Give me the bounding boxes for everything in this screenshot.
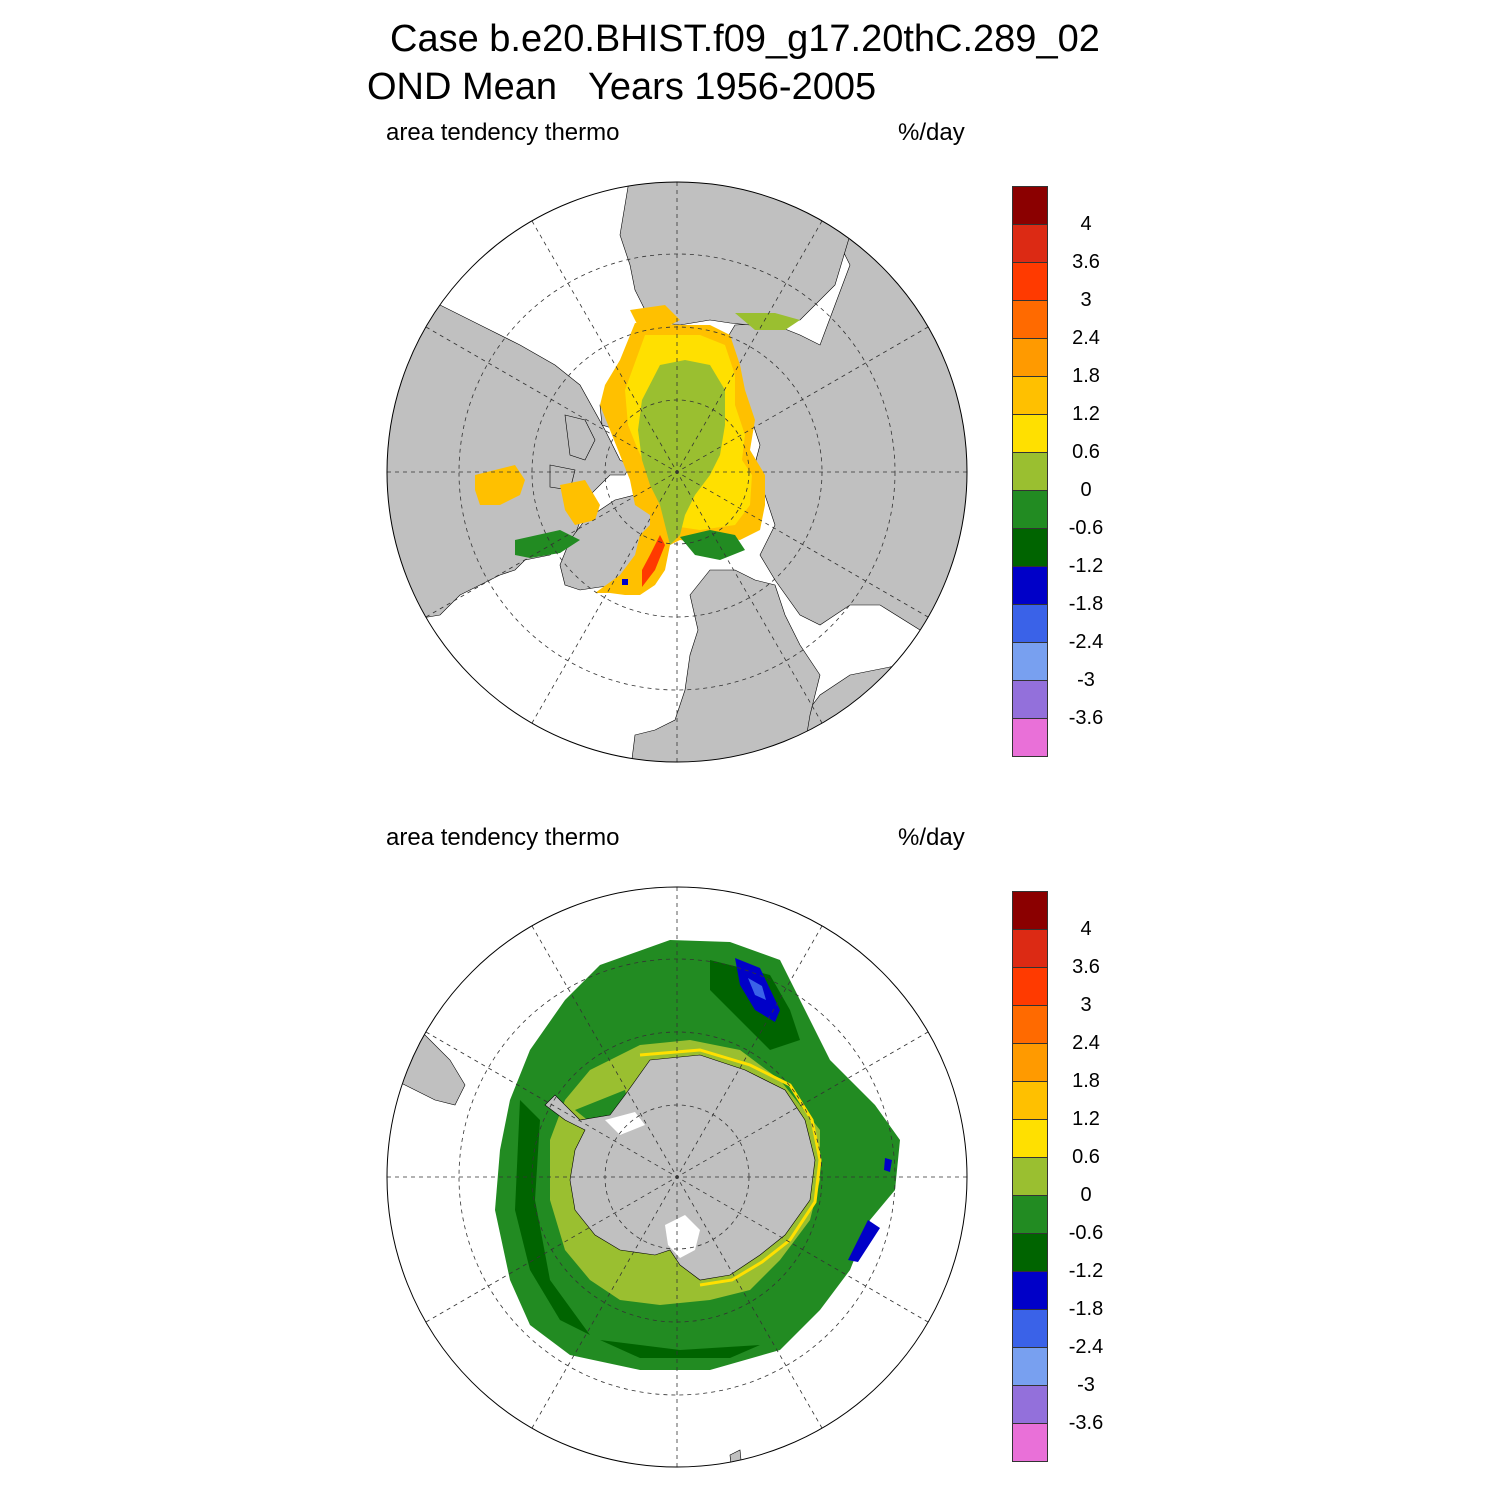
colorbar-tick-label: -2.4 (1068, 631, 1104, 653)
hudson-bay-ice (475, 465, 525, 505)
colorbar-tick-label: 0.6 (1072, 441, 1100, 463)
colorbar-tick-label: 0 (1080, 479, 1092, 501)
south-colorbar: -3.6 -3 -2.4 -1.8 -1.2 -0.6 0 0.6 1.2 1.8 2.4 3 3.6 4 (1012, 891, 1112, 1462)
colorbar-tick-label: -3.6 (1068, 1412, 1104, 1434)
figure-title-period: OND Mean Years 1956-2005 (367, 66, 877, 108)
colorbar-swatch (1012, 1271, 1048, 1310)
colorbar-swatch (1012, 186, 1048, 225)
north-panel-variable-label: area tendency thermo (386, 119, 620, 146)
colorbar-swatch (1012, 1195, 1048, 1234)
north-panel-units-label: %/day (898, 119, 965, 146)
colorbar-swatch (1012, 452, 1048, 491)
colorbar-swatch (1012, 1005, 1048, 1044)
north-america-landmass (387, 294, 631, 626)
greenland-sea-blue (622, 579, 628, 585)
okhotsk-ice (735, 313, 800, 330)
colorbar-tick-label: 1.2 (1072, 1108, 1100, 1130)
colorbar-tick-label: 0.6 (1072, 1146, 1100, 1168)
colorbar-swatch (1012, 604, 1048, 643)
antarctic-coastal-positive (639, 1048, 822, 1287)
colorbar-tick-label: 0 (1080, 1184, 1092, 1206)
colorbar-tick-label: 3.6 (1072, 251, 1100, 273)
arctic-polar-map (386, 181, 968, 763)
colorbar-tick-label: 1.8 (1072, 1070, 1100, 1092)
colorbar-swatch (1012, 1119, 1048, 1158)
antarctic-graticule (387, 887, 967, 1467)
colorbar-tick-label: -1.8 (1068, 593, 1104, 615)
antarctic-polar-map (386, 886, 968, 1468)
colorbar-tick-label: 1.8 (1072, 365, 1100, 387)
colorbar-swatch (1012, 1233, 1048, 1272)
colorbar-swatch (1012, 528, 1048, 567)
southern-blue-patch-3 (848, 1220, 880, 1262)
colorbar-swatch (1012, 929, 1048, 968)
colorbar-swatch (1012, 262, 1048, 301)
colorbar-swatch (1012, 1347, 1048, 1386)
north-colorbar: -3.6 -3 -2.4 -1.8 -1.2 -0.6 0 0.6 1.2 1.8 2.4 3 3.6 4 (1012, 186, 1112, 757)
bering-region-land (619, 182, 851, 326)
colorbar-swatch (1012, 1309, 1048, 1348)
colorbar-swatch (1012, 414, 1048, 453)
colorbar-swatch (1012, 1043, 1048, 1082)
colorbar-tick-label: 2.4 (1072, 327, 1100, 349)
barents-negative-band (680, 530, 745, 560)
colorbar-swatch (1012, 338, 1048, 377)
south-panel-variable-label: area tendency thermo (386, 824, 620, 851)
colorbar-tick-label: -1.8 (1068, 1298, 1104, 1320)
colorbar-swatch (1012, 1385, 1048, 1424)
colorbar-swatch (1012, 680, 1048, 719)
colorbar-tick-label: -2.4 (1068, 1336, 1104, 1358)
arctic-ice-central-zero (638, 360, 725, 545)
colorbar-tick-label: 1.2 (1072, 403, 1100, 425)
antarctica-landmass (544, 1054, 816, 1281)
colorbar-tick-label: 2.4 (1072, 1032, 1100, 1054)
colorbar-swatch (1012, 642, 1048, 681)
colorbar-swatch (1012, 376, 1048, 415)
colorbar-swatch (1012, 1423, 1048, 1462)
eurasia-landmass (719, 182, 967, 762)
arctic-map-boundary (386, 181, 968, 763)
colorbar-tick-label: -1.2 (1068, 555, 1104, 577)
colorbar-swatch (1012, 1157, 1048, 1196)
colorbar-tick-label: 3.6 (1072, 956, 1100, 978)
antarctic-map-boundary (386, 886, 968, 1468)
colorbar-swatch (1012, 1081, 1048, 1120)
labrador-negative-band (515, 530, 580, 558)
colorbar-swatch (1012, 566, 1048, 605)
colorbar-tick-label: -3.6 (1068, 707, 1104, 729)
colorbar-tick-label: 4 (1080, 918, 1092, 940)
colorbar-swatch (1012, 300, 1048, 339)
greenland-sea-edge (642, 535, 665, 587)
colorbar-swatch (1012, 490, 1048, 529)
baffin-ice (560, 480, 600, 525)
colorbar-tick-label: -0.6 (1068, 1222, 1104, 1244)
colorbar-tick-label: 3 (1080, 994, 1092, 1016)
bering-sea-ice (630, 305, 680, 330)
arctic-graticule (387, 182, 967, 762)
colorbar-swatch (1012, 967, 1048, 1006)
colorbar-tick-label: -3 (1077, 1374, 1095, 1396)
colorbar-tick-label: 3 (1080, 289, 1092, 311)
colorbar-swatch (1012, 224, 1048, 263)
colorbar-tick-label: -1.2 (1068, 1260, 1104, 1282)
figure-title-case: Case b.e20.BHIST.f09_g17.20thC.289_02 (390, 18, 1100, 60)
colorbar-tick-label: -0.6 (1068, 517, 1104, 539)
colorbar-swatch (1012, 718, 1048, 757)
weddell-ice-shelf (605, 1112, 645, 1135)
southern-blue-patch-2 (748, 978, 766, 1000)
colorbar-swatch (1012, 891, 1048, 930)
southern-blue-patch-4 (884, 1158, 892, 1172)
colorbar-tick-label: 4 (1080, 213, 1092, 235)
colorbar-tick-label: -3 (1077, 669, 1095, 691)
south-panel-units-label: %/day (898, 824, 965, 851)
